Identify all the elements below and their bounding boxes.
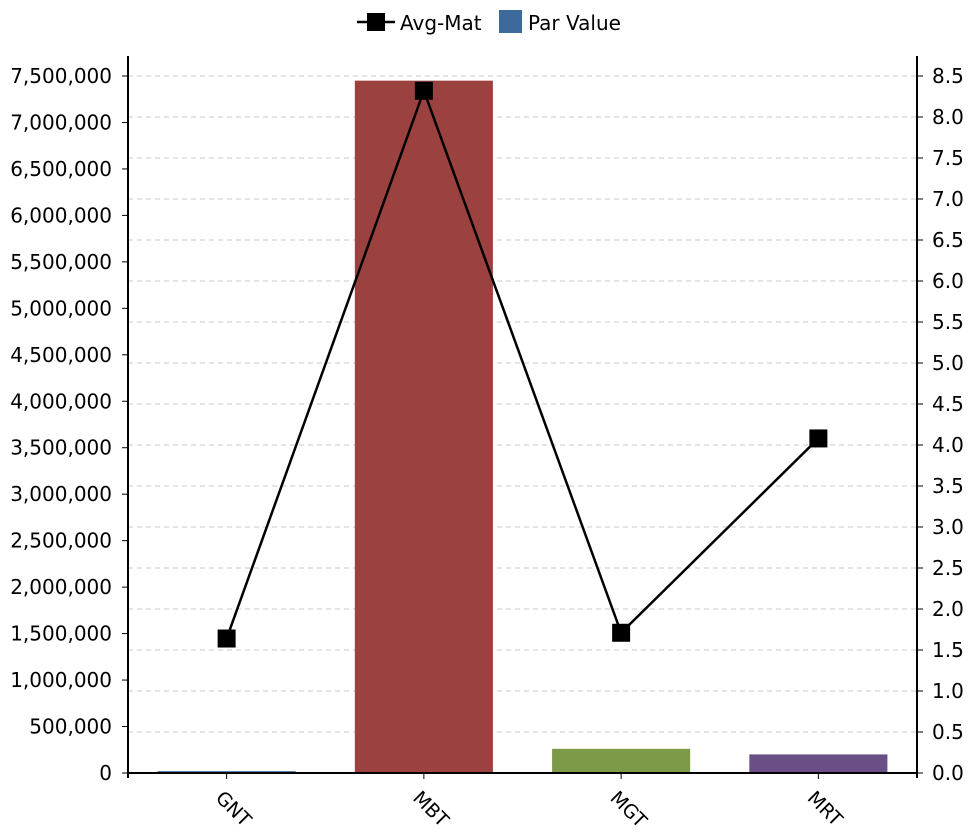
right-tick-label: 1.0 [932,679,964,703]
right-tick-label: 0.0 [932,761,964,785]
avg-mat-line [225,87,820,639]
category-label-mgt: MGT [606,787,652,832]
bar-series [157,80,888,773]
avg-mat-point-gnt [217,629,236,648]
right-tick-label: 6.0 [932,269,964,293]
right-tick-label: 5.0 [932,351,964,375]
right-tick-label: 3.0 [932,515,964,539]
left-tick-label: 3,000,000 [10,482,112,506]
avg-mat-point-mbt [414,81,433,100]
category-label-mbt: MBT [408,787,453,832]
right-tick-label: 0.5 [932,720,964,744]
left-tick-label: 4,000,000 [10,389,112,413]
left-tick-label: 5,500,000 [10,250,112,274]
right-tick-label: 5.5 [932,310,964,334]
avg-mat-point-mrt [809,429,828,448]
right-tick-label: 8.5 [932,64,964,88]
legend-label-par-value: Par Value [528,11,621,35]
tick-labels: 0 500,000 1,000,000 1,500,000 2,000,000 2,500… [10,64,964,833]
gridlines [128,75,917,774]
legend-square-marker [367,13,385,31]
right-tick-label: 8.0 [932,105,964,129]
right-tick-label: 2.0 [932,597,964,621]
axes [122,56,923,779]
left-tick-label: 500,000 [29,715,112,739]
left-tick-label: 5,000,000 [10,296,112,320]
left-tick-label: 7,000,000 [10,110,112,134]
left-tick-label: 2,500,000 [10,529,112,553]
right-tick-label: 4.5 [932,392,964,416]
right-tick-label: 6.5 [932,228,964,252]
left-tick-label: 7,500,000 [10,64,112,88]
left-tick-label: 6,500,000 [10,157,112,181]
bar-mgt [552,748,691,773]
right-tick-label: 3.5 [932,474,964,498]
left-tick-label: 1,000,000 [10,668,112,692]
legend-label-avg-mat: Avg-Mat [400,11,482,35]
legend: Avg-Mat Par Value [357,10,621,35]
right-tick-label: 7.0 [932,187,964,211]
legend-swatch-par-value [499,10,522,33]
right-tick-label: 1.5 [932,638,964,662]
right-tick-label: 2.5 [932,556,964,580]
left-tick-label: 1,500,000 [10,622,112,646]
left-tick-label: 6,000,000 [10,203,112,227]
left-tick-label: 4,500,000 [10,343,112,367]
left-tick-label: 2,000,000 [10,575,112,599]
avg-mat-point-mgt [612,623,631,642]
right-tick-label: 7.5 [932,146,964,170]
right-tick-label: 4.0 [932,433,964,457]
left-tick-label: 0 [99,761,112,785]
bar-mbt [354,80,493,773]
category-label-mrt: MRT [803,787,847,831]
line-series [217,81,828,648]
left-tick-label: 3,500,000 [10,436,112,460]
category-label-gnt: GNT [211,787,256,832]
bar-mrt [749,754,888,773]
